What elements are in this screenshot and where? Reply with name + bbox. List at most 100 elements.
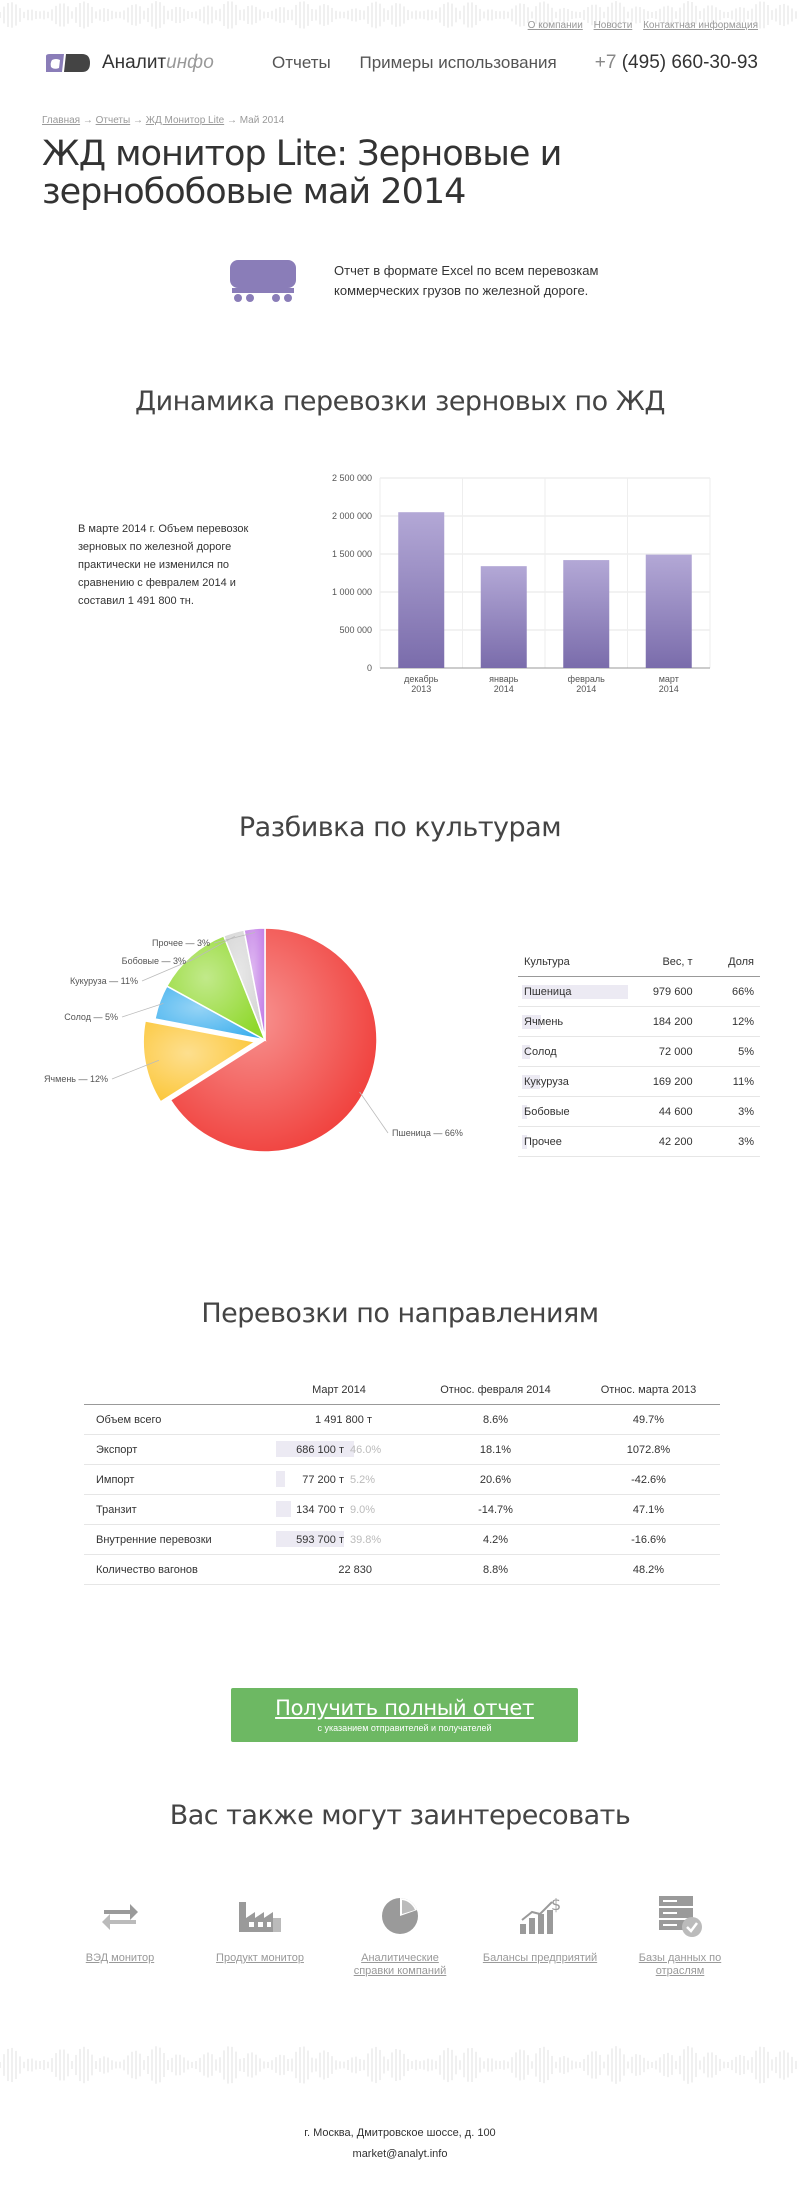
col-weight: Вес, т bbox=[614, 952, 699, 977]
y-tick-label: 500 000 bbox=[339, 625, 372, 635]
cultures-title: Разбивка по культурам bbox=[238, 812, 562, 843]
culture-share-bar bbox=[522, 1075, 540, 1089]
culture-share-bar bbox=[522, 1105, 527, 1119]
direction-rel-feb: 8.6% bbox=[414, 1404, 577, 1435]
x-tick-label: 2014 bbox=[494, 684, 514, 694]
pie-chart-icon bbox=[340, 1890, 460, 1942]
cta-main-label: Получить полный отчет bbox=[275, 1696, 534, 1720]
direction-name: Внутренние перевозки bbox=[84, 1524, 264, 1555]
direction-rel-mar: 49.7% bbox=[577, 1404, 720, 1435]
direction-value: 134 700 т 9.0% bbox=[264, 1494, 414, 1525]
direction-rel-feb: 8.8% bbox=[414, 1554, 577, 1585]
y-tick-label: 0 bbox=[367, 663, 372, 673]
culture-share: 11% bbox=[698, 1066, 760, 1097]
direction-name: Импорт bbox=[84, 1464, 264, 1495]
culture-name: Бобовые bbox=[518, 1096, 615, 1127]
related-label: ВЭД монитор bbox=[85, 1952, 155, 1964]
direction-value: 1 491 800 т bbox=[264, 1404, 414, 1435]
pie-label: Солод — 5% bbox=[64, 1012, 118, 1022]
phone: +7 (495) 660-30-93 bbox=[594, 52, 758, 73]
direction-rel-feb: -14.7% bbox=[414, 1494, 577, 1525]
related-label: Продукт монитор bbox=[216, 1952, 304, 1964]
related-label: Аналитические справки компаний bbox=[353, 1952, 447, 1977]
table-row: Экспорт 686 100 т 46.0% 18.1% 1072.8% bbox=[84, 1434, 720, 1465]
direction-value: 77 200 т 5.2% bbox=[264, 1464, 414, 1495]
arrows-exchange-icon bbox=[60, 1890, 180, 1942]
rail-tank-icon bbox=[230, 260, 296, 302]
related-ved-monitor[interactable]: ВЭД монитор bbox=[60, 1890, 180, 1978]
directions-title: Перевозки по направлениям bbox=[201, 1298, 599, 1329]
direction-rel-feb: 18.1% bbox=[414, 1434, 577, 1465]
footer-email-link[interactable]: market@analyt.info bbox=[352, 2148, 448, 2160]
cultures-table: Культура Вес, т Доля Пшеница 979 600 66% Яч… bbox=[518, 952, 760, 1157]
direction-value: 22 830 bbox=[264, 1554, 414, 1585]
cultures-table-header: Культура Вес, т Доля bbox=[518, 952, 760, 977]
bar bbox=[645, 554, 692, 668]
direction-name: Транзит bbox=[84, 1494, 264, 1525]
culture-share: 66% bbox=[698, 976, 760, 1007]
pie-label: Пшеница — 66% bbox=[392, 1128, 463, 1138]
breadcrumb-home[interactable]: Главная bbox=[42, 115, 81, 126]
table-row: Импорт 77 200 т 5.2% 20.6% -42.6% bbox=[84, 1464, 720, 1495]
table-row: Солод 72 000 5% bbox=[518, 1036, 760, 1067]
dynamics-title: Динамика перевозки зерновых по ЖД bbox=[135, 386, 665, 417]
related-label: Балансы предприятий bbox=[482, 1952, 598, 1964]
direction-share-bar bbox=[276, 1470, 285, 1487]
direction-rel-mar: -16.6% bbox=[577, 1524, 720, 1555]
get-full-report-button[interactable]: Получить полный отчет с указанием отправ… bbox=[231, 1688, 578, 1742]
col-culture: Культура bbox=[518, 952, 615, 977]
culture-share-bar bbox=[522, 985, 628, 999]
database-check-icon bbox=[620, 1890, 740, 1942]
direction-value: 593 700 т 39.8% bbox=[264, 1524, 414, 1555]
bar bbox=[480, 566, 527, 668]
logo-text: Аналитинфо bbox=[102, 52, 214, 73]
top-link-about[interactable]: О компании bbox=[527, 20, 583, 31]
breadcrumb-current: Май 2014 bbox=[239, 115, 285, 126]
pie-label: Прочее — 3% bbox=[152, 938, 210, 948]
culture-share: 3% bbox=[698, 1126, 760, 1157]
nav-reports[interactable]: Отчеты bbox=[272, 53, 331, 72]
direction-rel-mar: 47.1% bbox=[577, 1494, 720, 1525]
direction-rel-mar: 48.2% bbox=[577, 1554, 720, 1585]
bar bbox=[563, 560, 610, 668]
logo-icon bbox=[46, 54, 90, 72]
breadcrumb: Главная → Отчеты → ЖД Монитор Lite → Май… bbox=[42, 115, 285, 126]
table-row: Объем всего 1 491 800 т 8.6% 49.7% bbox=[84, 1404, 720, 1435]
related-label: Базы данных по отраслям bbox=[638, 1952, 722, 1977]
culture-weight: 72 000 bbox=[614, 1036, 699, 1067]
direction-name: Объем всего bbox=[84, 1404, 264, 1435]
intro-text: Отчет в формате Excel по всем перевозкам… bbox=[334, 263, 599, 298]
table-row: Количество вагонов 22 830 8.8% 48.2% bbox=[84, 1554, 720, 1585]
direction-name: Экспорт bbox=[84, 1434, 264, 1465]
col-rel-feb: Относ. февраля 2014 bbox=[414, 1380, 577, 1405]
culture-name: Пшеница bbox=[518, 976, 628, 1007]
table-row: Внутренние перевозки 593 700 т 39.8% 4.2% -1… bbox=[84, 1524, 720, 1555]
main-nav: Отчеты Примеры использования bbox=[272, 53, 581, 73]
dynamics-summary: В марте 2014 г. Объем перевозок зерновых… bbox=[78, 523, 249, 607]
culture-name: Прочее bbox=[518, 1126, 615, 1157]
factory-icon bbox=[200, 1890, 320, 1942]
footer-pattern bbox=[0, 2045, 800, 2085]
direction-rel-feb: 20.6% bbox=[414, 1464, 577, 1495]
related-balances[interactable]: $ Балансы предприятий bbox=[480, 1890, 600, 1978]
x-tick-label: январь bbox=[489, 674, 519, 684]
breadcrumb-monitor[interactable]: ЖД Монитор Lite bbox=[145, 115, 225, 126]
related-product-monitor[interactable]: Продукт монитор bbox=[200, 1890, 320, 1978]
pie-label: Бобовые — 3% bbox=[122, 956, 186, 966]
cta-sub-label: с указанием отправителей и получателей bbox=[317, 1723, 492, 1733]
top-link-news[interactable]: Новости bbox=[593, 20, 633, 31]
dynamics-bar-chart: 0 500 000 1 000 000 1 500 000 2 000 000 2 500… bbox=[332, 473, 711, 694]
breadcrumb-reports[interactable]: Отчеты bbox=[95, 115, 131, 126]
y-tick-label: 1 000 000 bbox=[332, 587, 372, 597]
top-link-contacts[interactable]: Контактная информация bbox=[643, 20, 758, 31]
direction-rel-mar: 1072.8% bbox=[577, 1434, 720, 1465]
related-title: Вас также могут заинтересовать bbox=[169, 1800, 631, 1831]
culture-name: Кукуруза bbox=[518, 1066, 615, 1097]
page-title: ЖД монитор Lite: Зерновые и зернобобовые… bbox=[42, 134, 562, 212]
related-company-reports[interactable]: Аналитические справки компаний bbox=[340, 1890, 460, 1978]
table-row: Ячмень 184 200 12% bbox=[518, 1006, 760, 1037]
logo[interactable]: Аналитинфо bbox=[42, 52, 214, 74]
related-industry-db[interactable]: Базы данных по отраслям bbox=[620, 1890, 740, 1978]
cultures-pie-chart: Пшеница — 66% Ячмень — 12% Солод — 5% Кукур… bbox=[44, 927, 463, 1153]
nav-examples[interactable]: Примеры использования bbox=[359, 53, 557, 72]
